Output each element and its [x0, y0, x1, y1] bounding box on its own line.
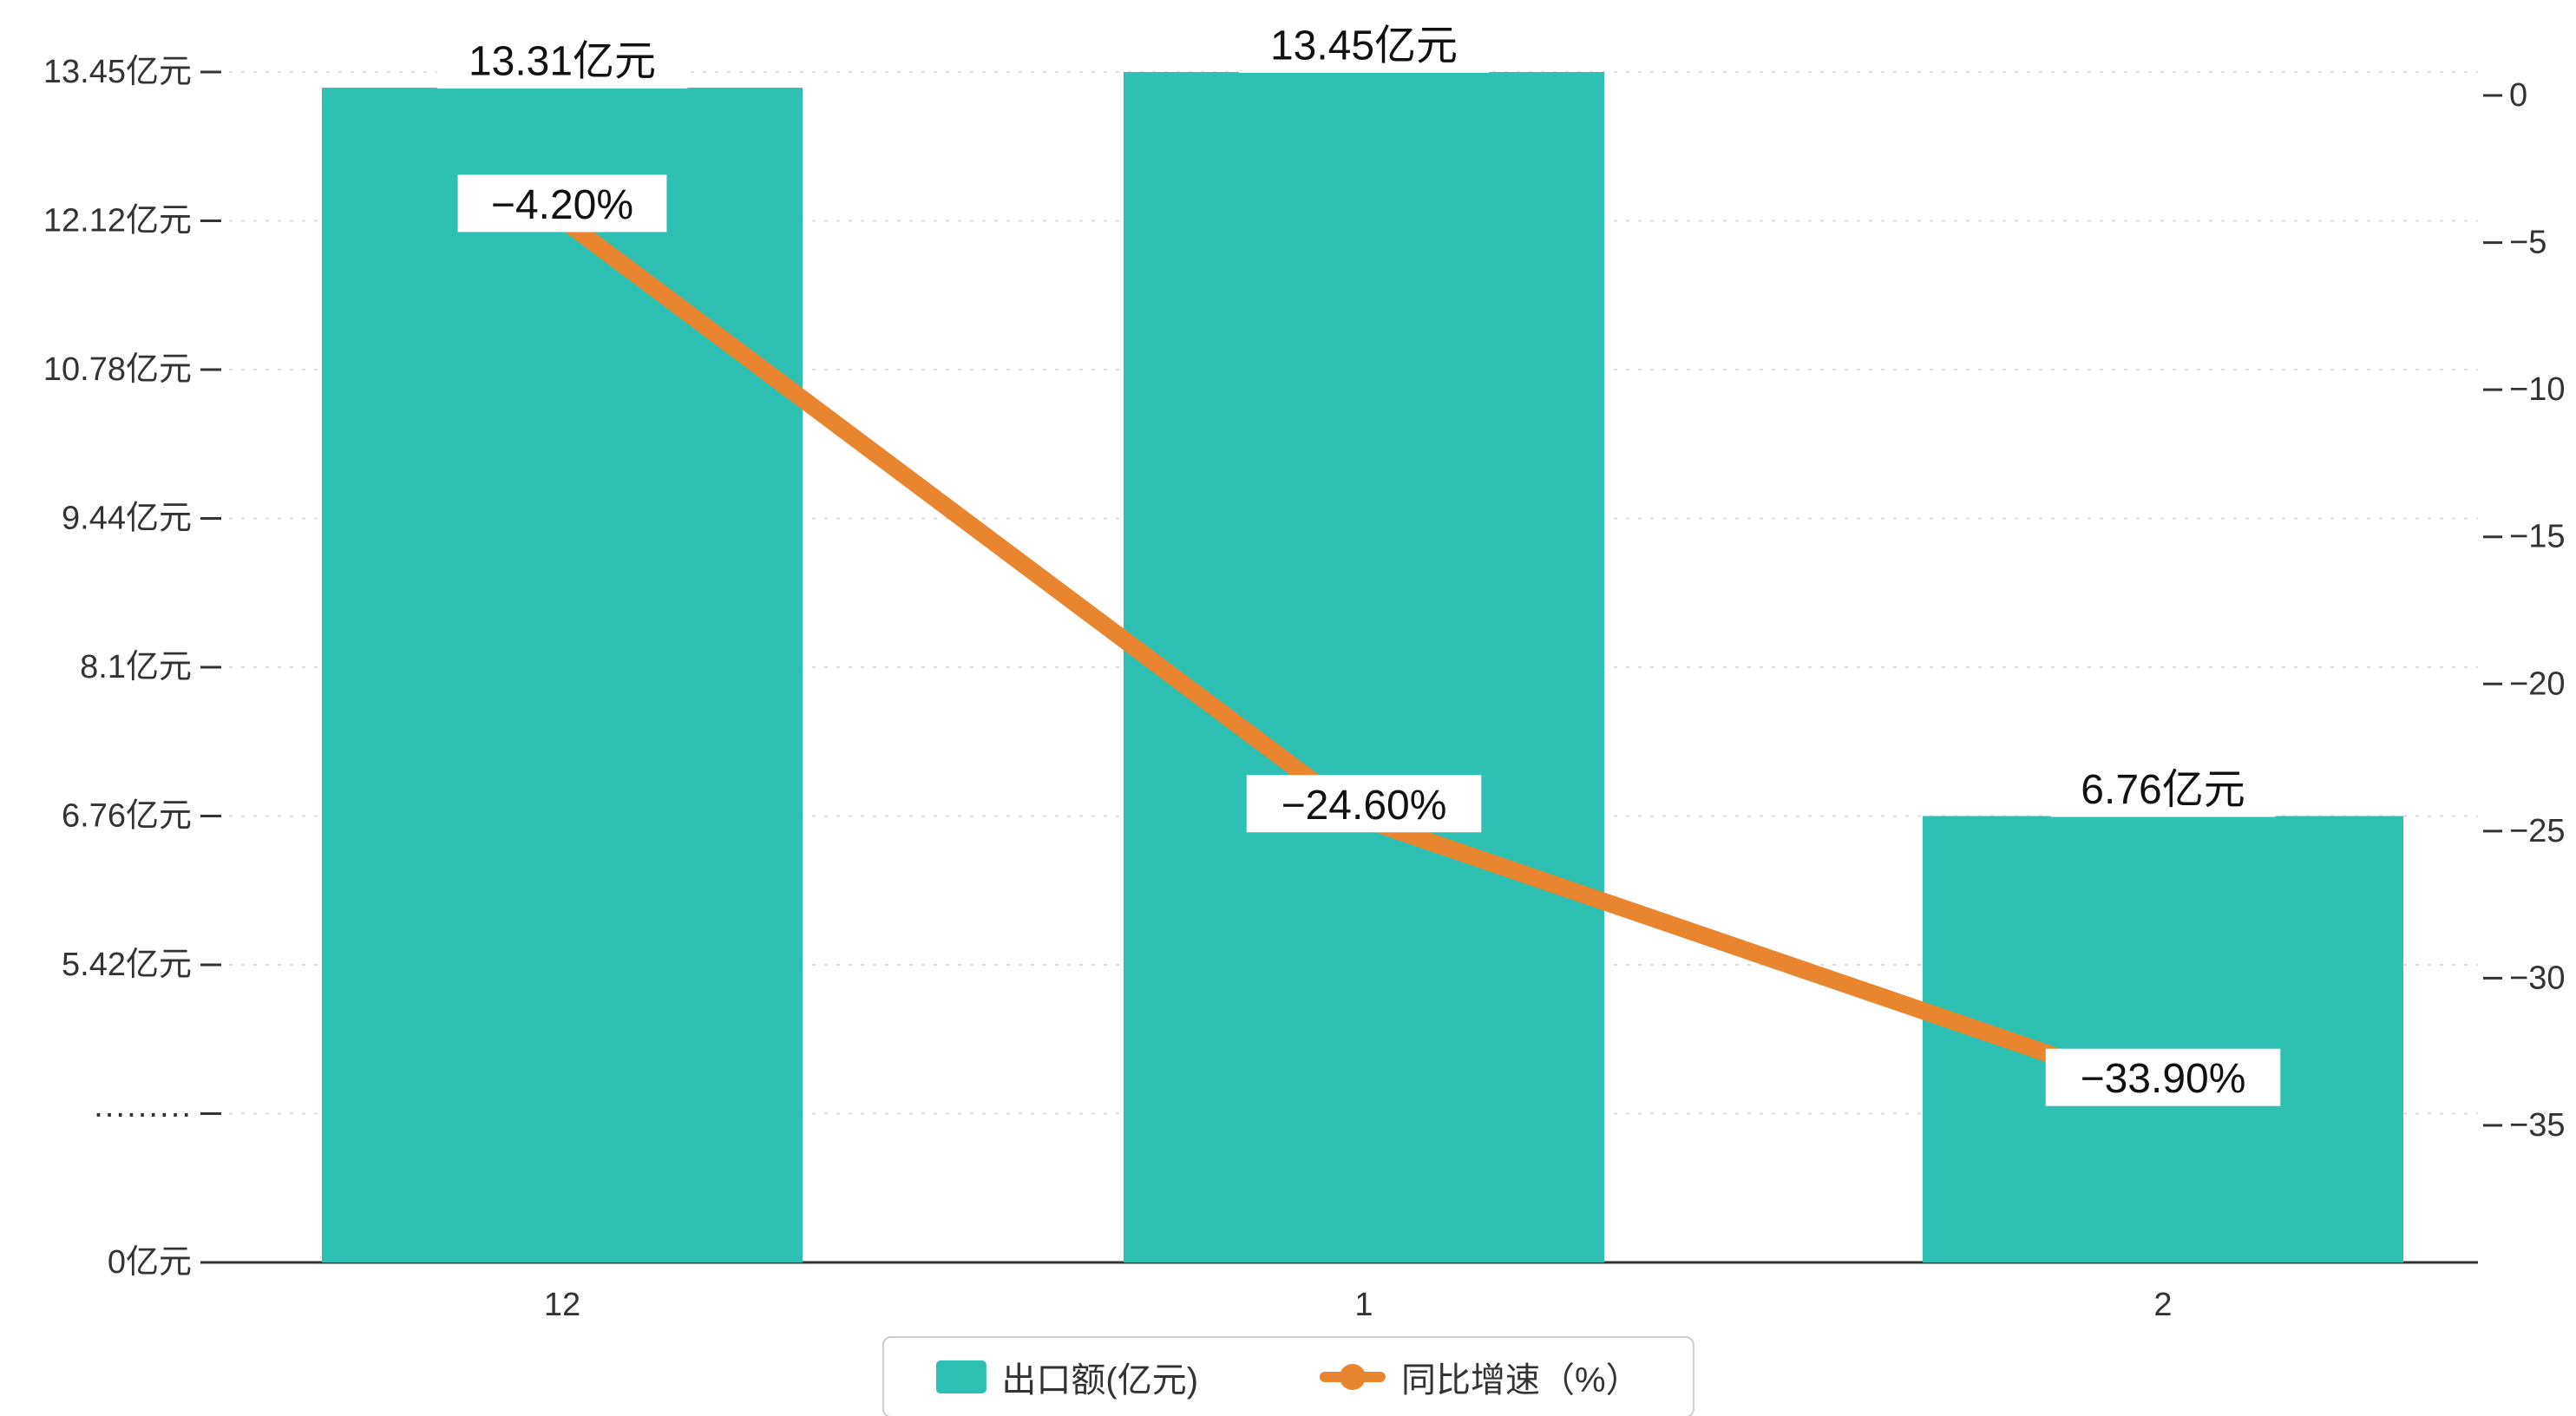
left-axis-tick-label: 0亿元: [108, 1244, 192, 1281]
line-value-label: −4.20%: [491, 182, 633, 228]
left-axis-tick-label: 12.12亿元: [43, 203, 192, 239]
left-axis-tick-label: ·········: [93, 1096, 192, 1132]
legend: 出口额(亿元) 同比增速（%）: [882, 1336, 1694, 1416]
bar-value-label: 13.45亿元: [1270, 23, 1458, 69]
bar-1[interactable]: [1124, 72, 1604, 1262]
line-value-label-bg: [2045, 1048, 2281, 1106]
bar-12[interactable]: [322, 88, 803, 1263]
right-axis-tick-label: 0: [2509, 77, 2527, 114]
legend-label-export-amount: 出口额(亿元): [1001, 1361, 1199, 1400]
bar-value-label-bg: [1238, 16, 1490, 73]
right-axis-tick-label: −35: [2509, 1107, 2565, 1144]
left-axis-tick-label: 6.76亿元: [62, 798, 192, 835]
bar-value-label-bg: [436, 31, 688, 89]
legend-item-yoy-growth[interactable]: 同比增速（%）: [1320, 1352, 1641, 1402]
line-value-label-bg: [1246, 775, 1482, 833]
line-swatch-dot-icon: [1340, 1364, 1367, 1390]
line-swatch-icon: [1320, 1364, 1386, 1390]
right-axis-tick-label: −20: [2509, 665, 2565, 702]
left-axis-tick-label: 8.1亿元: [80, 649, 192, 685]
bar-value-label-bg: [2050, 759, 2276, 817]
line-value-label: −24.60%: [1281, 783, 1447, 829]
bar-swatch-icon: [935, 1360, 986, 1393]
line-value-label: −33.90%: [2081, 1056, 2246, 1102]
right-axis-tick-label: −25: [2509, 813, 2565, 849]
right-axis-tick-label: −5: [2509, 225, 2547, 261]
bar-value-label: 13.31亿元: [469, 39, 656, 85]
x-axis-label: 12: [544, 1287, 580, 1323]
x-axis-label: 1: [1354, 1287, 1373, 1323]
left-axis-tick-label: 10.78亿元: [43, 351, 192, 388]
left-axis-tick-label: 5.42亿元: [62, 947, 192, 983]
legend-item-export-amount[interactable]: 出口额(亿元): [935, 1352, 1198, 1402]
x-axis-label: 2: [2153, 1287, 2172, 1323]
line-value-label-bg: [457, 174, 667, 233]
bar-value-label: 6.76亿元: [2081, 767, 2245, 813]
legend-label-yoy-growth: 同比增速（%）: [1401, 1361, 1641, 1400]
right-axis-tick-label: −30: [2509, 960, 2565, 996]
right-axis-tick-label: −10: [2509, 371, 2565, 408]
left-axis-tick-label: 9.44亿元: [62, 501, 192, 537]
left-axis-tick-label: 13.45亿元: [43, 54, 192, 90]
right-axis-tick-label: −15: [2509, 519, 2565, 555]
